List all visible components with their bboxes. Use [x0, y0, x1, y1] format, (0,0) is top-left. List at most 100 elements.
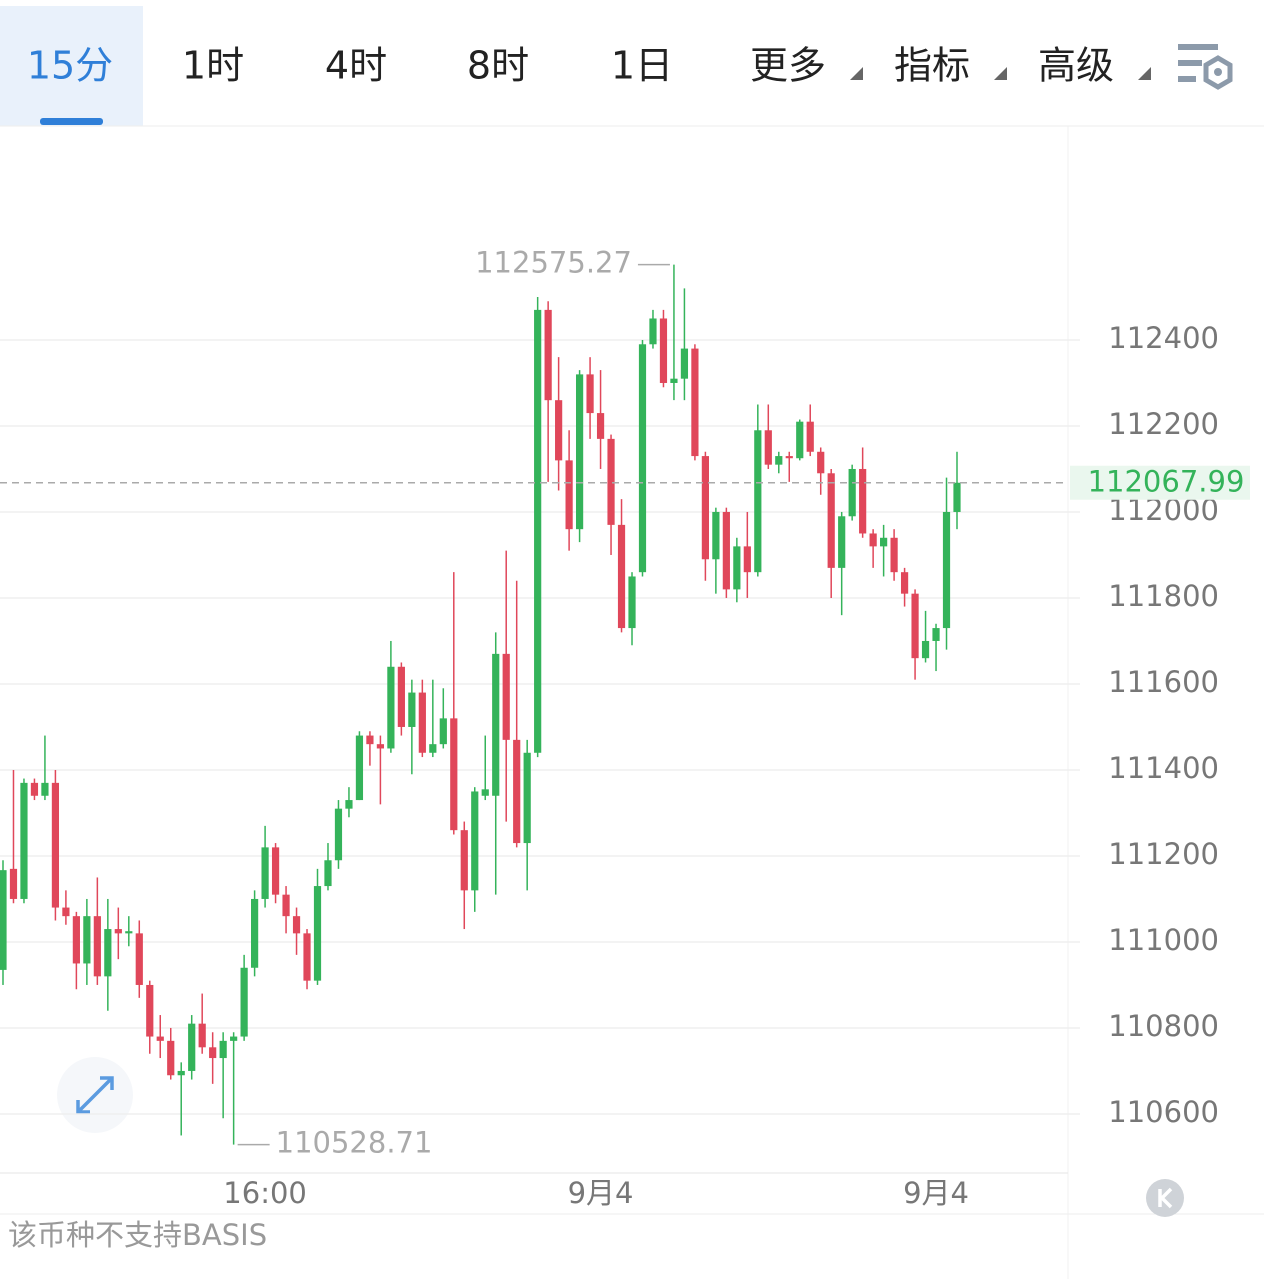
candle-body	[209, 1047, 217, 1059]
candle-body	[743, 546, 751, 573]
candle-body	[387, 666, 395, 749]
candle-body	[397, 666, 405, 727]
candle-body	[890, 537, 898, 573]
tab[interactable]: 指标	[894, 44, 970, 88]
candle-body	[408, 692, 416, 727]
tab[interactable]: 更多	[750, 44, 826, 88]
footer-note: 该币种不支持BASIS	[8, 1218, 267, 1252]
candle-body	[240, 967, 248, 1037]
candle-body	[555, 400, 563, 461]
candle-body	[513, 739, 521, 844]
expand-button[interactable]	[57, 1057, 133, 1133]
candle-body	[722, 511, 730, 590]
low-label: 110528.71	[276, 1126, 433, 1160]
candle-body	[607, 438, 615, 525]
tab[interactable]: 高级	[1038, 44, 1114, 88]
candle-body	[921, 640, 930, 659]
candle-body	[251, 898, 259, 968]
candle-body	[366, 735, 374, 745]
candle-body	[848, 468, 856, 517]
candle-body	[754, 430, 762, 573]
candle-body	[544, 309, 552, 401]
candle-body	[827, 473, 835, 568]
candle-body	[838, 516, 846, 568]
y-tick-label: 110800	[1108, 1009, 1219, 1043]
candle-body	[900, 572, 909, 594]
candle-body	[72, 916, 80, 964]
candle-body	[324, 860, 332, 887]
candle-body	[534, 309, 542, 753]
candle-body	[135, 933, 143, 985]
y-tick-label: 112200	[1108, 407, 1219, 441]
candle-body	[953, 482, 961, 512]
candle-body	[125, 931, 133, 934]
candle-body	[83, 916, 91, 964]
candle-body	[638, 344, 647, 573]
dropdown-caret	[850, 67, 863, 80]
tab[interactable]: 15分	[27, 44, 113, 88]
candle-body	[880, 537, 888, 547]
y-tick-label: 111200	[1108, 837, 1219, 871]
active-tab-bg	[0, 6, 143, 126]
y-tick-label: 111400	[1108, 751, 1219, 785]
candle-body	[586, 374, 594, 414]
candle-body	[575, 374, 584, 530]
candle-body	[733, 546, 741, 590]
y-tick-label: 111800	[1108, 579, 1219, 613]
candle-body	[313, 886, 322, 981]
tab[interactable]: 8时	[467, 44, 529, 88]
candle-body	[460, 830, 468, 891]
y-tick-label: 111600	[1108, 665, 1219, 699]
candle-body	[114, 929, 122, 934]
candle-body	[806, 421, 814, 452]
candle-body	[649, 318, 657, 345]
candle-body	[9, 868, 18, 899]
x-tick-label: 9月4	[568, 1176, 634, 1210]
candle-body	[492, 653, 500, 796]
candle-body	[62, 907, 70, 917]
candle-body	[261, 847, 269, 899]
candle-body	[869, 533, 877, 547]
candle-body	[104, 929, 112, 977]
candle-body	[796, 421, 804, 459]
candle-body	[450, 718, 458, 831]
candle-body	[439, 718, 447, 745]
x-tick-label: 16:00	[223, 1176, 307, 1210]
candle-body	[628, 576, 636, 629]
candle-body	[167, 1040, 175, 1076]
candle-body	[764, 430, 772, 465]
tab[interactable]: 1时	[182, 44, 244, 88]
candle-body	[775, 456, 783, 465]
candle-body	[156, 1036, 164, 1041]
candle-body	[303, 933, 311, 981]
candle-body	[911, 593, 919, 659]
last-price-box	[1070, 465, 1250, 500]
candle-body	[481, 789, 489, 796]
candle-body	[942, 511, 951, 629]
candle-body	[932, 628, 940, 641]
y-tick-label: 110600	[1108, 1095, 1219, 1129]
y-tick-label: 111000	[1108, 923, 1219, 957]
candle-body	[20, 782, 28, 899]
tab[interactable]: 1日	[611, 44, 673, 88]
candle-body	[565, 460, 573, 530]
candle-body	[785, 456, 793, 459]
candle-body	[429, 744, 437, 753]
candle-body	[418, 692, 426, 753]
candle-body	[355, 735, 364, 801]
tab[interactable]: 4时	[325, 44, 387, 88]
scroll-latest-button[interactable]	[1146, 1179, 1184, 1217]
candle-body	[334, 808, 343, 861]
candle-body	[30, 782, 39, 796]
y-tick-label: 112400	[1108, 321, 1219, 355]
candle-body	[701, 456, 709, 560]
candle-body	[376, 744, 385, 749]
candle-body	[670, 378, 678, 383]
candle-body	[292, 916, 301, 934]
candle-body	[230, 1036, 238, 1041]
candle-body	[617, 524, 626, 629]
candle-body	[271, 847, 280, 895]
settings-icon[interactable]	[1178, 44, 1233, 90]
candle-body	[523, 752, 531, 844]
candle-body	[859, 468, 867, 534]
